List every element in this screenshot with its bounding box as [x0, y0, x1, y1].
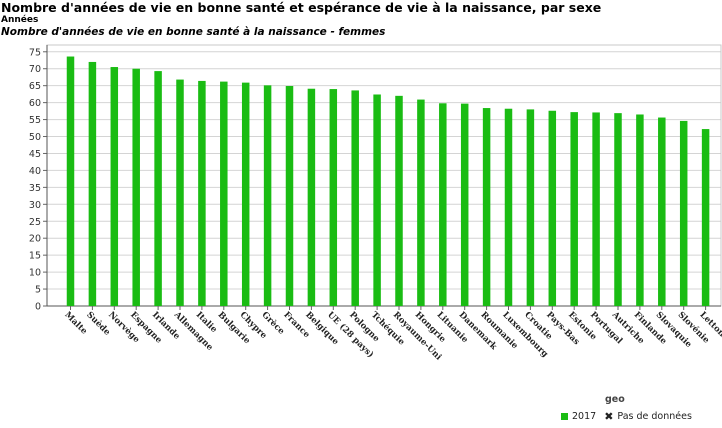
bar	[88, 61, 97, 306]
bar	[132, 68, 140, 307]
bar	[636, 114, 644, 306]
y-tick-label: 20	[29, 234, 41, 245]
bar	[198, 80, 206, 306]
x-tick-label: Malte	[62, 310, 89, 337]
y-tick-label: 45	[29, 149, 41, 160]
bar	[701, 129, 710, 306]
chart-title: Nombre d'années de vie en bonne santé et…	[1, 0, 602, 15]
y-tick-label: 10	[29, 268, 41, 279]
bar	[176, 79, 184, 306]
y-tick-label: 0	[35, 302, 41, 313]
unit-label: Années	[1, 15, 39, 25]
bar	[395, 95, 403, 307]
y-tick-label: 60	[29, 98, 41, 109]
y-tick-label: 70	[29, 64, 41, 75]
bar	[679, 120, 688, 306]
y-tick-label: 75	[29, 47, 41, 58]
bar	[373, 94, 381, 306]
y-tick-label: 65	[29, 81, 41, 92]
bar	[417, 99, 425, 306]
y-tick-label: 25	[29, 217, 41, 228]
y-tick-label: 40	[29, 166, 41, 177]
bar	[460, 103, 469, 306]
y-tick-label: 30	[29, 200, 41, 211]
bar	[504, 108, 513, 307]
bar	[329, 89, 338, 306]
bar	[592, 112, 600, 306]
bar	[263, 85, 272, 306]
y-tick-label: 50	[29, 132, 41, 143]
bar	[482, 108, 491, 306]
bar	[658, 117, 666, 306]
y-tick-label: 5	[35, 285, 41, 296]
bar	[614, 113, 622, 307]
y-tick-labels: 0 5 10 15 20 25 30 35 40 45 50 55 60 65 70 75	[29, 47, 41, 312]
bar	[241, 82, 250, 307]
bar	[220, 81, 228, 307]
bars	[66, 56, 710, 307]
bar	[66, 56, 75, 306]
y-tick-label: 15	[29, 251, 41, 262]
y-tick-label: 55	[29, 115, 41, 126]
bar	[570, 112, 578, 306]
y-tick-label: 35	[29, 183, 41, 194]
chart-subtitle: Nombre d'années de vie en bonne santé à …	[1, 26, 386, 38]
bar	[548, 110, 557, 306]
bar	[110, 67, 119, 306]
bar	[526, 109, 535, 307]
bar	[351, 90, 359, 306]
bar	[307, 88, 316, 306]
bar	[154, 71, 162, 306]
bar	[285, 86, 294, 306]
x-tick-labels: MalteSuèdeNorvègeEspagneIrlandeAllemagne…	[62, 309, 722, 363]
bar	[439, 103, 447, 306]
